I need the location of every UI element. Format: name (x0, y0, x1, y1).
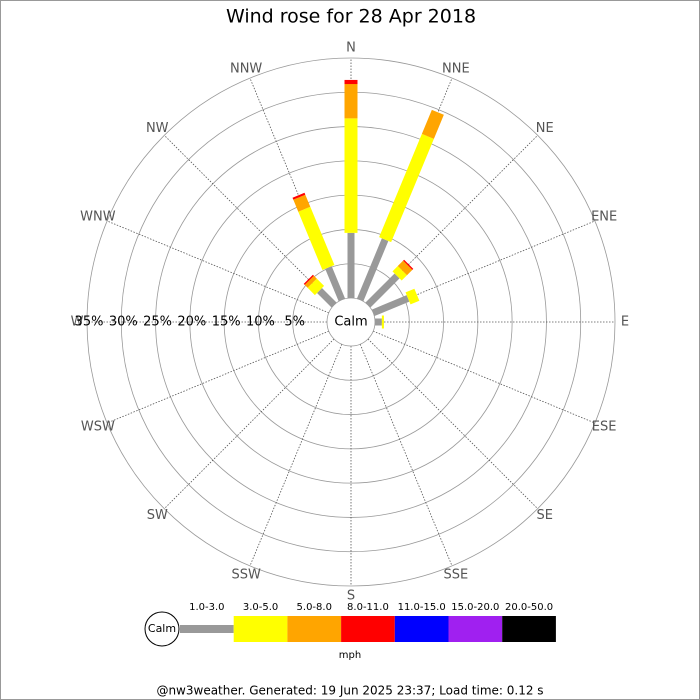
footer: @nw3weather. Generated: 19 Jun 2025 23:3… (156, 684, 543, 698)
legend-label: 11.0-15.0 (398, 602, 446, 613)
wind-segment (317, 288, 337, 308)
legend-swatch (180, 625, 234, 633)
direction-label: SE (537, 508, 553, 523)
direction-label: SSE (443, 568, 468, 583)
direction-label: WSW (81, 419, 115, 434)
r-tick-label: 5% (284, 315, 305, 330)
legend-swatch (233, 616, 288, 642)
direction-label: SW (147, 508, 168, 523)
legend-label: 1.0-3.0 (189, 602, 224, 613)
r-tick-label: 35% (75, 315, 104, 330)
legend-swatch (448, 616, 503, 642)
spoke (106, 330, 329, 424)
direction-label: N (346, 41, 356, 56)
legend-label: 3.0-5.0 (243, 602, 278, 613)
wind-segment (293, 194, 311, 212)
legend-calm-label: Calm (148, 622, 176, 635)
direction-label: SSW (231, 568, 261, 583)
wind-segment (379, 133, 434, 243)
spoke (367, 338, 538, 509)
wind-segment (298, 206, 335, 271)
legend-swatch (394, 616, 449, 642)
calm-circle (326, 297, 376, 347)
wind-segment (325, 266, 346, 302)
r-tick-label: 25% (143, 315, 172, 330)
r-tick-label: 15% (212, 315, 241, 330)
direction-label: NE (536, 121, 554, 136)
direction-label: NW (146, 121, 169, 136)
wind-segment (303, 274, 314, 285)
wind-segment (405, 288, 420, 305)
chart-title: Wind rose for 28 Apr 2018 (226, 6, 476, 28)
legend-unit: mph (339, 650, 361, 661)
spoke (164, 135, 335, 306)
wind-segment (304, 275, 317, 288)
direction-label: NNW (230, 61, 262, 76)
wind-segment (292, 192, 306, 200)
wind-segment (371, 295, 410, 317)
legend-swatch (341, 616, 395, 642)
direction-label: ENE (591, 210, 617, 225)
legend-swatch (287, 616, 342, 642)
direction-label: E (621, 315, 629, 330)
r-tick-label: 10% (246, 315, 275, 330)
direction-label: WNW (80, 210, 116, 225)
r-tick-label: 30% (109, 315, 138, 330)
wind-segment (403, 259, 414, 270)
wind-segment (365, 273, 400, 308)
legend-label: 8.0-11.0 (347, 602, 389, 613)
calm-label: Calm (334, 315, 367, 330)
wind-segment (356, 238, 389, 302)
wind-segment (307, 278, 325, 296)
direction-label: W (71, 315, 84, 330)
direction-label: NNE (442, 61, 470, 76)
legend-label: 15.0-20.0 (451, 602, 499, 613)
wind-segment (392, 266, 407, 281)
direction-label: S (347, 589, 355, 604)
wind-segment (397, 260, 413, 276)
wind-segment (421, 109, 444, 139)
spoke (164, 338, 335, 509)
spoke (249, 344, 343, 567)
spoke (359, 344, 453, 567)
direction-label: ESE (592, 419, 617, 434)
legend-calm (144, 611, 180, 647)
legend-label: 5.0-8.0 (297, 602, 332, 613)
ring (86, 57, 616, 587)
spoke (106, 220, 329, 314)
r-tick-label: 20% (177, 315, 206, 330)
spoke (373, 330, 596, 424)
legend-swatch (502, 616, 556, 642)
legend-label: 20.0-50.0 (505, 602, 553, 613)
